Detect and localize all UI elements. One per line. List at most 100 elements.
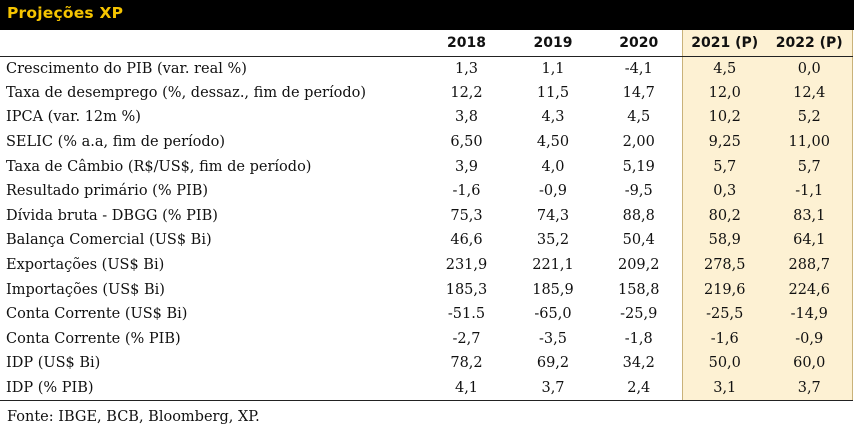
value-cell: 14,7: [622, 84, 655, 101]
row-label: Taxa de Câmbio (R$/US$, fim de período): [6, 158, 312, 175]
value-cell: -65,0: [534, 306, 572, 323]
value-cell: -0,9: [539, 183, 567, 200]
projection-cell: -14,9: [767, 301, 853, 327]
projection-cell: 50,0: [681, 351, 767, 376]
value-cell: 69,2: [536, 355, 570, 372]
column-header: 2019: [510, 30, 596, 57]
value-cell: 158,8: [617, 281, 660, 298]
projection-cell: 4,5: [681, 56, 767, 81]
table-row: SELIC (% a.a, fim de período) 6,50 4,50 2,0…: [0, 129, 853, 155]
column-header: 2020: [596, 30, 682, 57]
value-cell: 4,5: [627, 109, 651, 126]
title-bar: Projeções XP: [0, 0, 854, 30]
value-cell: 3,8: [454, 109, 479, 126]
projection-cell: 5,2: [767, 105, 853, 130]
value-cell: 12,2: [450, 84, 483, 101]
table-row: Resultado primário (% PIB) -1,6 -0,9 -9,5 0,…: [0, 178, 853, 204]
projection-cell: 3,1: [681, 375, 767, 401]
value-cell: 4,50: [536, 134, 570, 151]
value-cell: 46,6: [450, 232, 483, 249]
row-label: SELIC (% a.a, fim de período): [6, 134, 226, 151]
table-row: Importações (US$ Bi) 185,3 185,9 158,8 219,6…: [0, 277, 853, 302]
value-cell: 34,2: [622, 355, 655, 372]
row-label: Crescimento do PIB (var. real %): [6, 60, 247, 77]
table-row: IDP (% PIB) 4,1 3,7 2,4 3,1 3,7: [0, 375, 853, 401]
value-cell: 1,1: [541, 60, 565, 77]
row-label: Balança Comercial (US$ Bi): [6, 232, 212, 249]
projection-cell: 0,3: [681, 178, 767, 204]
table-row: Conta Corrente (% PIB) -2,7 -3,5 -1,8 -1,6 -0…: [0, 326, 853, 352]
value-cell: 2,4: [596, 375, 682, 401]
projection-cell: 11,00: [767, 129, 853, 155]
value-cell: 185,9: [532, 281, 574, 298]
projection-cell: 3,7: [767, 375, 853, 401]
projection-cell: 9,25: [681, 129, 767, 155]
projection-cell: 12,0: [681, 80, 767, 106]
projection-cell: 58,9: [681, 228, 767, 253]
column-header-projection: 2022 (P): [767, 30, 853, 57]
projection-cell: 5,7: [681, 154, 767, 179]
value-cell: -1,6: [452, 183, 481, 200]
value-cell: 3,9: [454, 158, 479, 175]
value-cell: -1,8: [624, 330, 653, 347]
row-label: IDP (% PIB): [0, 375, 423, 401]
value-cell: 50,4: [622, 232, 655, 249]
projection-cell: 10,2: [681, 105, 767, 130]
value-cell: 4,3: [541, 109, 565, 126]
row-label: Conta Corrente (US$ Bi): [6, 306, 188, 323]
value-cell: -9,5: [624, 183, 653, 200]
table-row: Taxa de Câmbio (R$/US$, fim de período) 3…: [0, 154, 853, 179]
projection-cell: 64,1: [767, 228, 853, 253]
header-label-cell: [0, 30, 423, 57]
value-cell: -25,9: [620, 306, 658, 323]
value-cell: 75,3: [450, 207, 483, 224]
table-row: IDP (US$ Bi) 78,2 69,2 34,2 50,0 60,0: [0, 351, 853, 376]
table-row: Dívida bruta - DBGG (% PIB) 75,3 74,3 88,8 8…: [0, 203, 853, 229]
row-label: Importações (US$ Bi): [6, 281, 165, 298]
table-row: IPCA (var. 12m %) 3,8 4,3 4,5 10,2 5,2: [0, 105, 853, 130]
value-cell: 209,2: [617, 257, 660, 274]
header-row: 2018 2019 2020 2021 (P) 2022 (P): [0, 30, 853, 57]
projection-cell: 224,6: [767, 277, 853, 302]
value-cell: 78,2: [450, 355, 483, 372]
column-header: 2018: [423, 30, 510, 57]
value-cell: 88,8: [622, 207, 655, 224]
value-cell: -3,5: [539, 330, 567, 347]
projection-cell: 278,5: [681, 252, 767, 278]
projection-cell: 83,1: [767, 203, 853, 229]
table-row: Taxa de desemprego (%, dessaz., fim de p…: [0, 80, 853, 106]
row-label: Dívida bruta - DBGG (% PIB): [6, 207, 218, 224]
value-cell: 6,50: [450, 134, 483, 151]
row-label: IPCA (var. 12m %): [6, 109, 141, 126]
value-cell: 5,19: [622, 158, 655, 175]
value-cell: -2,7: [452, 330, 481, 347]
projection-cell: 80,2: [681, 203, 767, 229]
value-cell: 231,9: [445, 257, 488, 274]
table-row: Balança Comercial (US$ Bi) 46,6 35,2 50,4 58…: [0, 228, 853, 253]
row-label: Conta Corrente (% PIB): [6, 330, 181, 347]
column-header-projection: 2021 (P): [681, 30, 767, 57]
projection-cell: 288,7: [767, 252, 853, 278]
value-cell: 74,3: [536, 207, 570, 224]
value-cell: -51.5: [447, 306, 486, 323]
value-cell: -4,1: [624, 60, 653, 77]
value-cell: 4,0: [541, 158, 565, 175]
row-label: IDP (US$ Bi): [6, 355, 101, 372]
row-label: Resultado primário (% PIB): [6, 183, 209, 200]
panel-title: Projeções XP: [7, 4, 124, 22]
projection-cell: -0,9: [767, 326, 853, 352]
projection-cell: -1,1: [767, 178, 853, 204]
projection-cell: 5,7: [767, 154, 853, 179]
row-label: Taxa de desemprego (%, dessaz., fim de p…: [6, 84, 366, 101]
value-cell: 4,1: [423, 375, 510, 401]
projection-cell: 219,6: [681, 277, 767, 302]
table-row: Conta Corrente (US$ Bi) -51.5 -65,0 -25,9 -2…: [0, 301, 853, 327]
row-label: Exportações (US$ Bi): [6, 257, 165, 274]
projection-cell: -1,6: [681, 326, 767, 352]
value-cell: 35,2: [536, 232, 570, 249]
projection-cell: 12,4: [767, 80, 853, 106]
table-row: Crescimento do PIB (var. real %) 1,3 1,1 -4…: [0, 56, 853, 81]
value-cell: 221,1: [532, 257, 574, 274]
source-note: Fonte: IBGE, BCB, Bloomberg, XP.: [7, 409, 260, 425]
